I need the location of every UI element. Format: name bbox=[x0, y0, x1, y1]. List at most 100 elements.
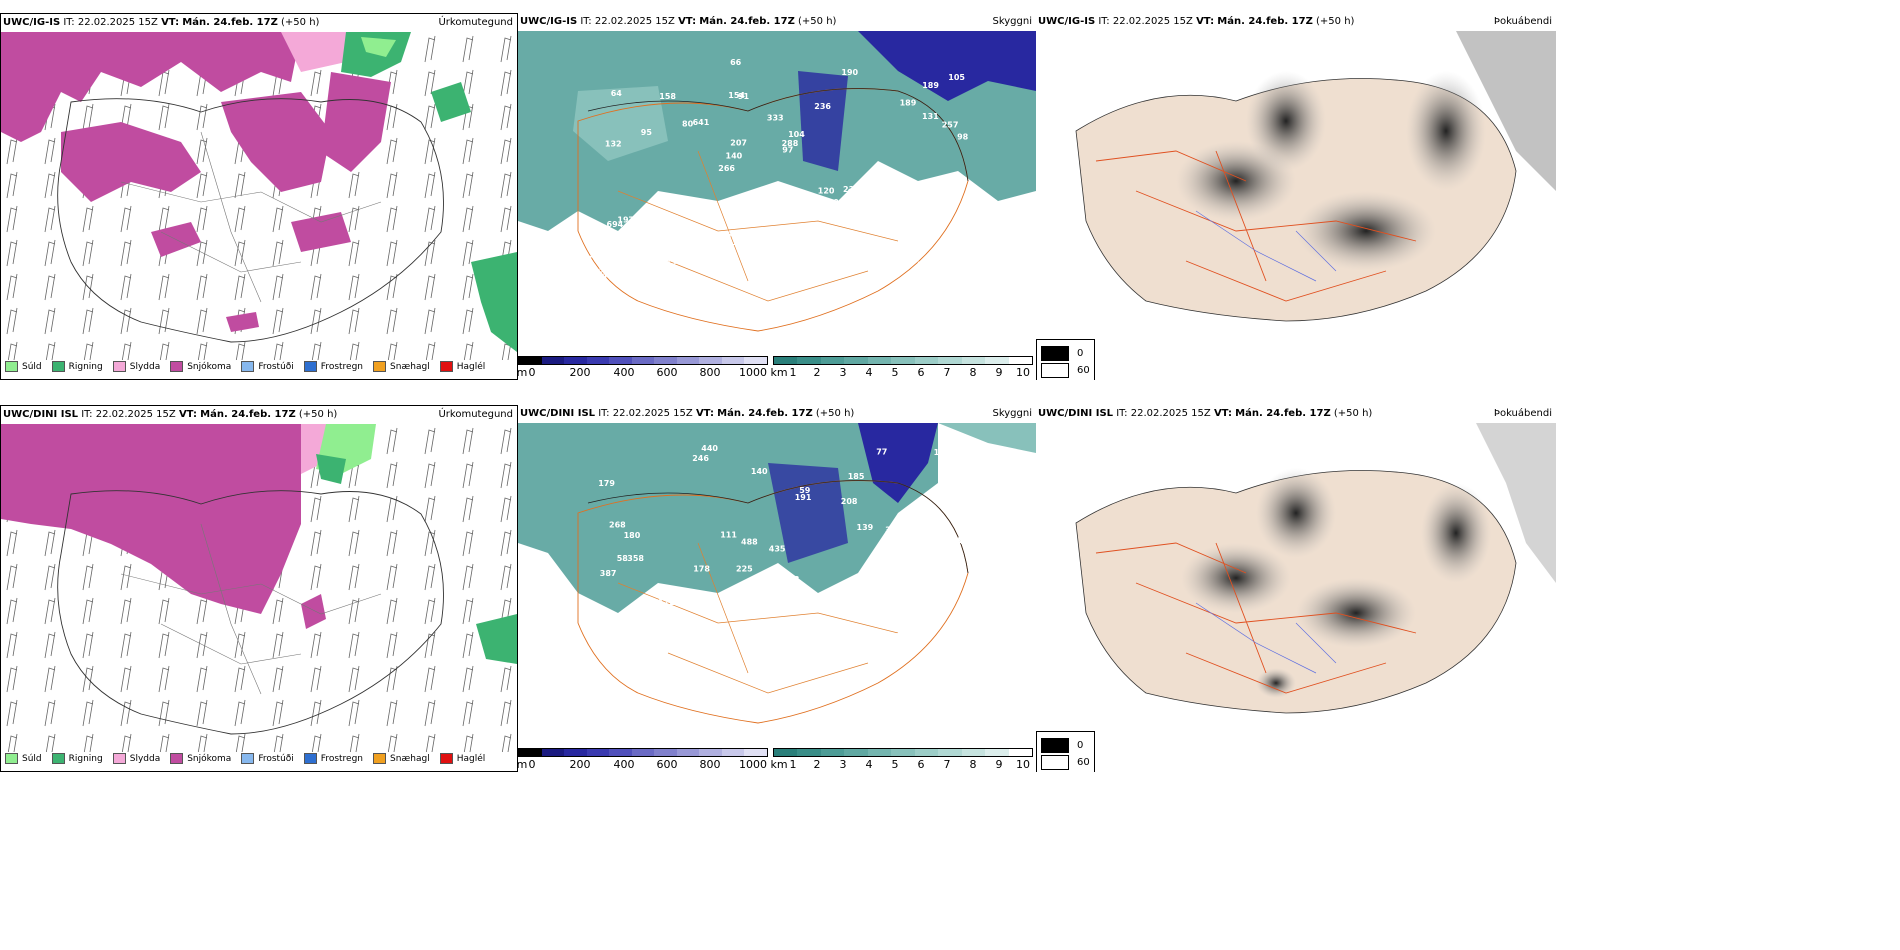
it-value: 22.02.2025 15Z bbox=[95, 409, 176, 420]
legend-swatch bbox=[112, 753, 126, 764]
vt-label: VT: bbox=[178, 409, 197, 420]
ceiling-value-label: 134 bbox=[788, 669, 805, 678]
lead-time: (+50 h) bbox=[798, 16, 837, 27]
legend-swatch bbox=[303, 361, 317, 372]
visibility-unit: km bbox=[770, 366, 788, 379]
colorbar-segment bbox=[820, 749, 845, 756]
tick-label: 5 bbox=[891, 758, 899, 771]
ceiling-value-label: 185 bbox=[848, 472, 865, 481]
vt-label: VT: bbox=[1196, 16, 1215, 27]
tick-label: 400 bbox=[613, 758, 635, 771]
colorbar-segment bbox=[699, 357, 722, 364]
legend-label: Snjókoma bbox=[187, 753, 232, 764]
colorbar-segment bbox=[914, 749, 939, 756]
legend-swatch bbox=[170, 361, 184, 372]
precip-type-legend: Súld Rigning Slydda Snjókoma Frostúði Fr… bbox=[5, 753, 485, 764]
ceiling-value-label: 58 bbox=[617, 554, 629, 563]
fog-swatch-white bbox=[1041, 363, 1069, 378]
legend-item: Haglél bbox=[439, 361, 485, 372]
ceiling-value-label: 223 bbox=[885, 260, 902, 269]
legend-label: Snæhagl bbox=[390, 753, 430, 764]
ceiling-value-label: 288 bbox=[782, 139, 799, 148]
ceiling-value-label: 456 bbox=[916, 261, 933, 270]
ceiling-unit: m bbox=[518, 366, 528, 379]
it-value: 22.02.2025 15Z bbox=[594, 16, 675, 27]
ceiling-value-label: 387 bbox=[600, 569, 617, 578]
tick-label: 6 bbox=[917, 758, 925, 771]
fog-legend-row: 60 bbox=[1041, 363, 1090, 378]
ceiling-value-label: 212 bbox=[589, 251, 606, 260]
ceiling-value-label: 124 bbox=[722, 647, 739, 656]
fog-legend-label: 60 bbox=[1077, 365, 1090, 376]
legend-label: Frostúði bbox=[258, 361, 294, 372]
ceiling-value-label: 120 bbox=[818, 186, 835, 195]
tick-label: 8 bbox=[969, 366, 977, 379]
precip-type-panel-top: UWC/IG-IS IT: 22.02.2025 15Z VT: Mán. 24… bbox=[0, 13, 518, 380]
ceiling-value-label: 268 bbox=[609, 521, 626, 530]
colorbar-segment bbox=[844, 357, 868, 364]
it-label: IT: bbox=[580, 16, 592, 27]
legend-item: Slydda bbox=[112, 361, 160, 372]
colorbar-segment bbox=[938, 749, 962, 756]
ceiling-value-label: 181 bbox=[585, 609, 602, 618]
tick-label: 10 bbox=[1016, 366, 1030, 379]
ceiling-value-label: 139 bbox=[857, 523, 874, 532]
ceiling-value-label: 472 bbox=[887, 534, 904, 543]
ceiling-value-label: 104 bbox=[788, 130, 805, 139]
colorbar-segment bbox=[985, 357, 1009, 364]
ceiling-value-label: 306 bbox=[885, 525, 902, 534]
ceiling-value-label: 85 bbox=[770, 273, 782, 282]
colorbar-segment bbox=[654, 357, 677, 364]
colorbar-segment bbox=[985, 749, 1009, 756]
lead-time: (+50 h) bbox=[298, 409, 338, 420]
fog-legend: 0 60 bbox=[1036, 339, 1095, 380]
ceiling-value-label: 257 bbox=[942, 120, 959, 129]
legend-swatch bbox=[241, 361, 255, 372]
lead-time: (+50 h) bbox=[281, 17, 320, 28]
legend-swatch bbox=[170, 753, 184, 764]
colorbar-segment bbox=[564, 749, 587, 756]
vt-label: VT: bbox=[161, 17, 180, 28]
ceiling-value-label: 128 bbox=[604, 614, 621, 623]
legend-item: Snæhagl bbox=[373, 753, 430, 764]
ceiling-value-label: 236 bbox=[814, 102, 831, 111]
legend-label: Haglél bbox=[456, 753, 486, 764]
ceiling-value-label: 63 bbox=[726, 230, 737, 239]
ceiling-value-label: 225 bbox=[736, 565, 753, 574]
colorbar-segment bbox=[744, 749, 768, 756]
ceiling-value-label: 906 bbox=[662, 214, 679, 223]
panel-header: UWC/DINI ISL IT: 22.02.2025 15Z VT: Mán.… bbox=[518, 405, 1036, 423]
panel-header: UWC/DINI ISL IT: 22.02.2025 15Z VT: Mán.… bbox=[1, 406, 517, 424]
panel-header: UWC/IG-IS IT: 22.02.2025 15Z VT: Mán. 24… bbox=[518, 13, 1036, 31]
vt-value: Mán. 24.feb. 17Z bbox=[717, 408, 813, 419]
ceiling-value-label: 178 bbox=[693, 565, 710, 574]
panel-title: Úrkomutegund bbox=[438, 409, 513, 420]
colorbar-segment bbox=[721, 749, 745, 756]
ceiling-value-label: 266 bbox=[718, 164, 735, 173]
legend-item: Snjókoma bbox=[170, 753, 231, 764]
legend-swatch bbox=[51, 361, 65, 372]
panel-title: Skyggni bbox=[992, 408, 1032, 419]
ceiling-value-label: 77 bbox=[876, 448, 887, 457]
ceiling-value-label: 66 bbox=[730, 58, 742, 67]
colorbar-segment bbox=[631, 357, 655, 364]
legend-item: Haglél bbox=[439, 753, 486, 764]
fog-legend-label: 60 bbox=[1077, 757, 1090, 768]
ceiling-value-label: 483 bbox=[783, 575, 800, 584]
ceiling-value-label: 80 bbox=[828, 198, 840, 207]
tick-label: 5 bbox=[891, 366, 899, 379]
ceiling-value-label: 59 bbox=[799, 486, 811, 495]
tick-label: 4 bbox=[865, 366, 873, 379]
legend-label: Snjókoma bbox=[187, 361, 232, 372]
legend-swatch bbox=[439, 753, 453, 764]
vt-value: Mán. 24.feb. 17Z bbox=[1235, 408, 1331, 419]
legend-label: Rigning bbox=[68, 753, 103, 764]
lead-time: (+50 h) bbox=[1333, 408, 1373, 419]
colorbar-segment bbox=[744, 357, 768, 364]
ceiling-value-label: 158 bbox=[659, 92, 676, 101]
tick-label: 400 bbox=[613, 366, 635, 379]
ceiling-value-label: 237 bbox=[843, 185, 860, 194]
legend-item: Snæhagl bbox=[373, 361, 430, 372]
it-label: IT: bbox=[598, 408, 610, 419]
tick-label: 200 bbox=[569, 366, 591, 379]
